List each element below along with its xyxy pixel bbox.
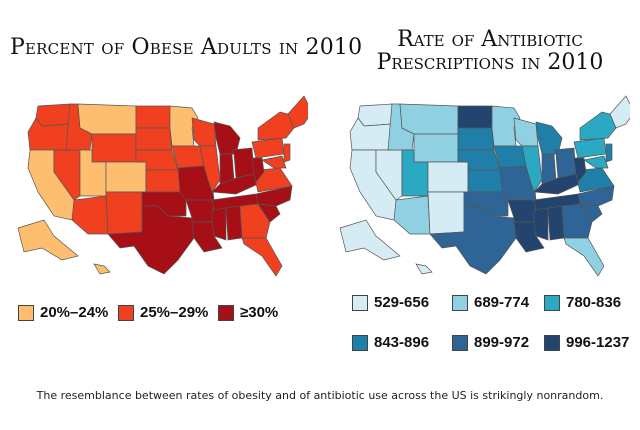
antibiotic-state-mississippi: [533, 207, 549, 241]
antibiotic-map-title: Rate of Antibiotic Prescriptions in 2010: [360, 28, 620, 74]
obesity-state-alabama: [225, 205, 243, 241]
obesity-state-ohio: [231, 147, 255, 179]
legend-label: 843-896: [374, 334, 430, 351]
antibiotic-state-michigan: [535, 121, 563, 155]
obesity-state-south-dakota: [135, 127, 173, 151]
antibiotic-state-north-dakota: [457, 105, 493, 129]
obesity-state-arizona: [71, 195, 109, 235]
legend-label: 780-836: [566, 294, 622, 311]
legend-swatch: [352, 334, 368, 351]
obesity-state-florida: [241, 237, 283, 277]
obesity-state-washington: [35, 103, 71, 127]
obesity-map-title: Percent of Obese Adults in 2010: [10, 35, 363, 60]
antibiotic-state-pennsylvania: [573, 137, 607, 159]
obesity-state-iowa: [171, 145, 205, 169]
antibiotic-state-west-virginia: [573, 157, 587, 183]
antibiotic-legend-item-6: 996-1237: [544, 334, 629, 351]
legend-label: 20%–24%: [40, 304, 109, 321]
antibiotic-state-montana: [399, 103, 459, 135]
legend-swatch: [18, 304, 34, 321]
antibiotic-state-wyoming: [413, 133, 459, 163]
legend-swatch: [544, 294, 560, 311]
antibiotic-state-washington: [357, 103, 393, 127]
antibiotic-state-georgia: [561, 203, 593, 239]
obesity-legend-item-2: 25%–29%: [118, 304, 208, 321]
obesity-state-kansas: [145, 169, 181, 193]
legend-swatch: [218, 304, 234, 321]
antibiotic-state-colorado: [427, 161, 469, 193]
legend-label: 996-1237: [566, 334, 630, 351]
antibiotic-state-wisconsin: [513, 117, 539, 147]
obesity-state-north-dakota: [135, 105, 171, 129]
obesity-state-maryland: [261, 155, 287, 169]
legend-swatch: [452, 334, 468, 351]
antibiotic-state-maryland: [583, 155, 609, 169]
antibiotic-state-kansas: [467, 169, 503, 193]
antibiotic-state-alaska: [339, 219, 401, 261]
obesity-state-new-jersey: [283, 143, 291, 163]
legend-label: 689-774: [474, 294, 530, 311]
legend-label: 529-656: [374, 294, 430, 311]
antibiotic-state-alabama: [547, 205, 565, 241]
obesity-state-minnesota: [169, 105, 199, 147]
antibiotic-state-hawaii: [415, 263, 433, 275]
legend-label: ≥30%: [240, 304, 279, 321]
antibiotic-legend-item-3: 780-836: [544, 294, 621, 311]
legend-swatch: [452, 294, 468, 311]
legend-label: 899-972: [474, 334, 530, 351]
legend-label: 25%–29%: [140, 304, 209, 321]
antibiotic-state-new-england: [609, 95, 630, 129]
antibiotic-legend-item-5: 899-972: [452, 334, 529, 351]
obesity-state-west-virginia: [251, 157, 265, 183]
legend-swatch: [118, 304, 134, 321]
figure-caption: The resemblance between rates of obesity…: [36, 389, 604, 402]
obesity-map: [17, 95, 308, 277]
antibiotic-title-line2: Prescriptions in 2010: [376, 50, 604, 76]
legend-swatch: [352, 294, 368, 311]
antibiotic-legend-item-2: 689-774: [452, 294, 529, 311]
antibiotic-state-new-jersey: [605, 143, 613, 163]
antibiotic-state-arizona: [393, 195, 431, 235]
antibiotic-state-florida: [563, 237, 605, 277]
obesity-state-colorado: [105, 161, 147, 193]
antibiotic-map: [339, 95, 630, 277]
obesity-state-new-mexico: [105, 191, 143, 235]
obesity-state-new-england: [287, 95, 308, 129]
antibiotic-legend-item-4: 843-896: [352, 334, 429, 351]
antibiotic-state-ohio: [553, 147, 577, 179]
obesity-state-georgia: [239, 203, 271, 239]
obesity-state-alaska: [17, 219, 79, 261]
obesity-state-mississippi: [211, 207, 227, 241]
obesity-legend-item-3: ≥30%: [218, 304, 278, 321]
obesity-state-hawaii: [93, 263, 111, 275]
obesity-state-montana: [77, 103, 137, 135]
obesity-legend-item-1: 20%–24%: [18, 304, 108, 321]
antibiotic-state-south-dakota: [457, 127, 495, 151]
antibiotic-state-minnesota: [491, 105, 521, 147]
antibiotic-state-new-mexico: [427, 191, 465, 235]
antibiotic-legend-item-1: 529-656: [352, 294, 429, 311]
legend-swatch: [544, 334, 560, 351]
antibiotic-state-iowa: [493, 145, 527, 169]
obesity-state-pennsylvania: [251, 137, 285, 159]
antibiotic-title-line1: Rate of Antibiotic: [397, 27, 583, 52]
obesity-state-wyoming: [91, 133, 137, 163]
obesity-state-wisconsin: [191, 117, 217, 147]
obesity-state-michigan: [213, 121, 241, 155]
